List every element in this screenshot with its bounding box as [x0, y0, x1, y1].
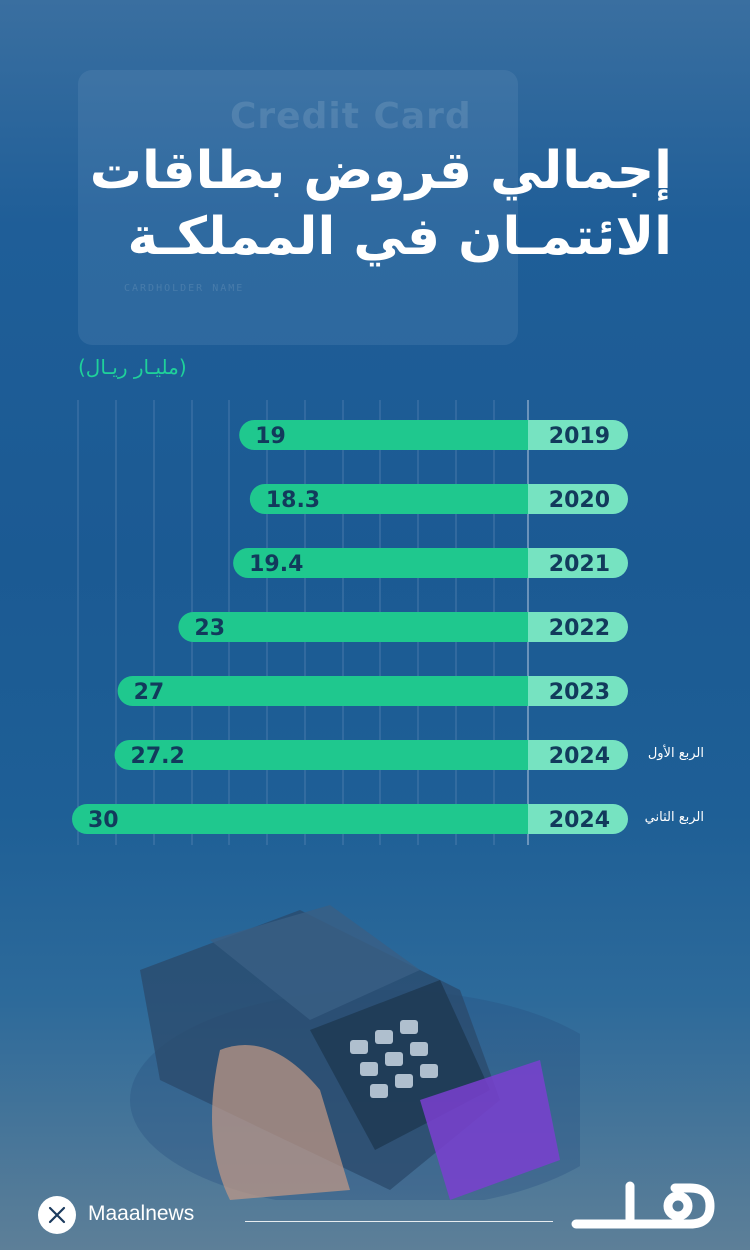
bar-5 [114, 740, 529, 770]
unit-label: (مليـار ريـال) [78, 355, 187, 379]
year-label-2: 2021 [549, 552, 610, 577]
year-label-5: 2024 [549, 744, 610, 769]
year-label-0: 2019 [549, 424, 610, 449]
year-label-4: 2023 [549, 680, 610, 705]
value-label-2: 19.4 [249, 552, 303, 577]
value-label-4: 27 [134, 680, 165, 705]
value-label-5: 27.2 [131, 744, 185, 769]
background-card-holder: CARDHOLDER NAME [124, 283, 245, 294]
footer-handle: Maaalnews [88, 1202, 195, 1225]
value-label-3: 23 [194, 616, 225, 641]
payment-terminal-illustration [130, 905, 580, 1200]
year-label-3: 2022 [549, 616, 610, 641]
value-label-1: 18.3 [266, 488, 320, 513]
bar-4 [117, 676, 529, 706]
bar-1 [249, 484, 528, 514]
background-card-text: Credit Card [230, 96, 472, 137]
category-note-6: الربع الثاني [644, 810, 704, 825]
bar-0 [239, 420, 528, 450]
year-cap-0 [528, 420, 628, 450]
year-cap-4 [528, 676, 628, 706]
year-label-1: 2020 [549, 488, 610, 513]
bar-6 [72, 804, 528, 834]
year-label-6: 2024 [549, 808, 610, 833]
bar-chart: 2019 19 2020 18.3 2021 19.4 2022 23 2023 27 2024 27… [72, 400, 628, 845]
year-cap-5 [528, 740, 628, 770]
bar-2 [233, 548, 529, 578]
maal-logo-icon [571, 1181, 715, 1229]
year-cap-3 [528, 612, 628, 642]
footer-divider [245, 1221, 553, 1222]
background-credit-card [78, 70, 518, 345]
year-cap-2 [528, 548, 628, 578]
bar-3 [178, 612, 528, 642]
x-icon [48, 1206, 66, 1224]
page-title: إجمالي قروض بطاقات الائتمـان في المملكـة [72, 138, 672, 270]
value-label-0: 19 [255, 424, 286, 449]
value-label-6: 30 [88, 808, 119, 833]
year-cap-1 [528, 484, 628, 514]
x-social-icon [38, 1196, 76, 1234]
title-line-1: إجمالي قروض بطاقات [89, 141, 672, 201]
category-note-5: الربع الأول [647, 746, 704, 761]
title-line-2: الائتمـان في المملكـة [127, 207, 672, 267]
year-cap-6 [528, 804, 628, 834]
